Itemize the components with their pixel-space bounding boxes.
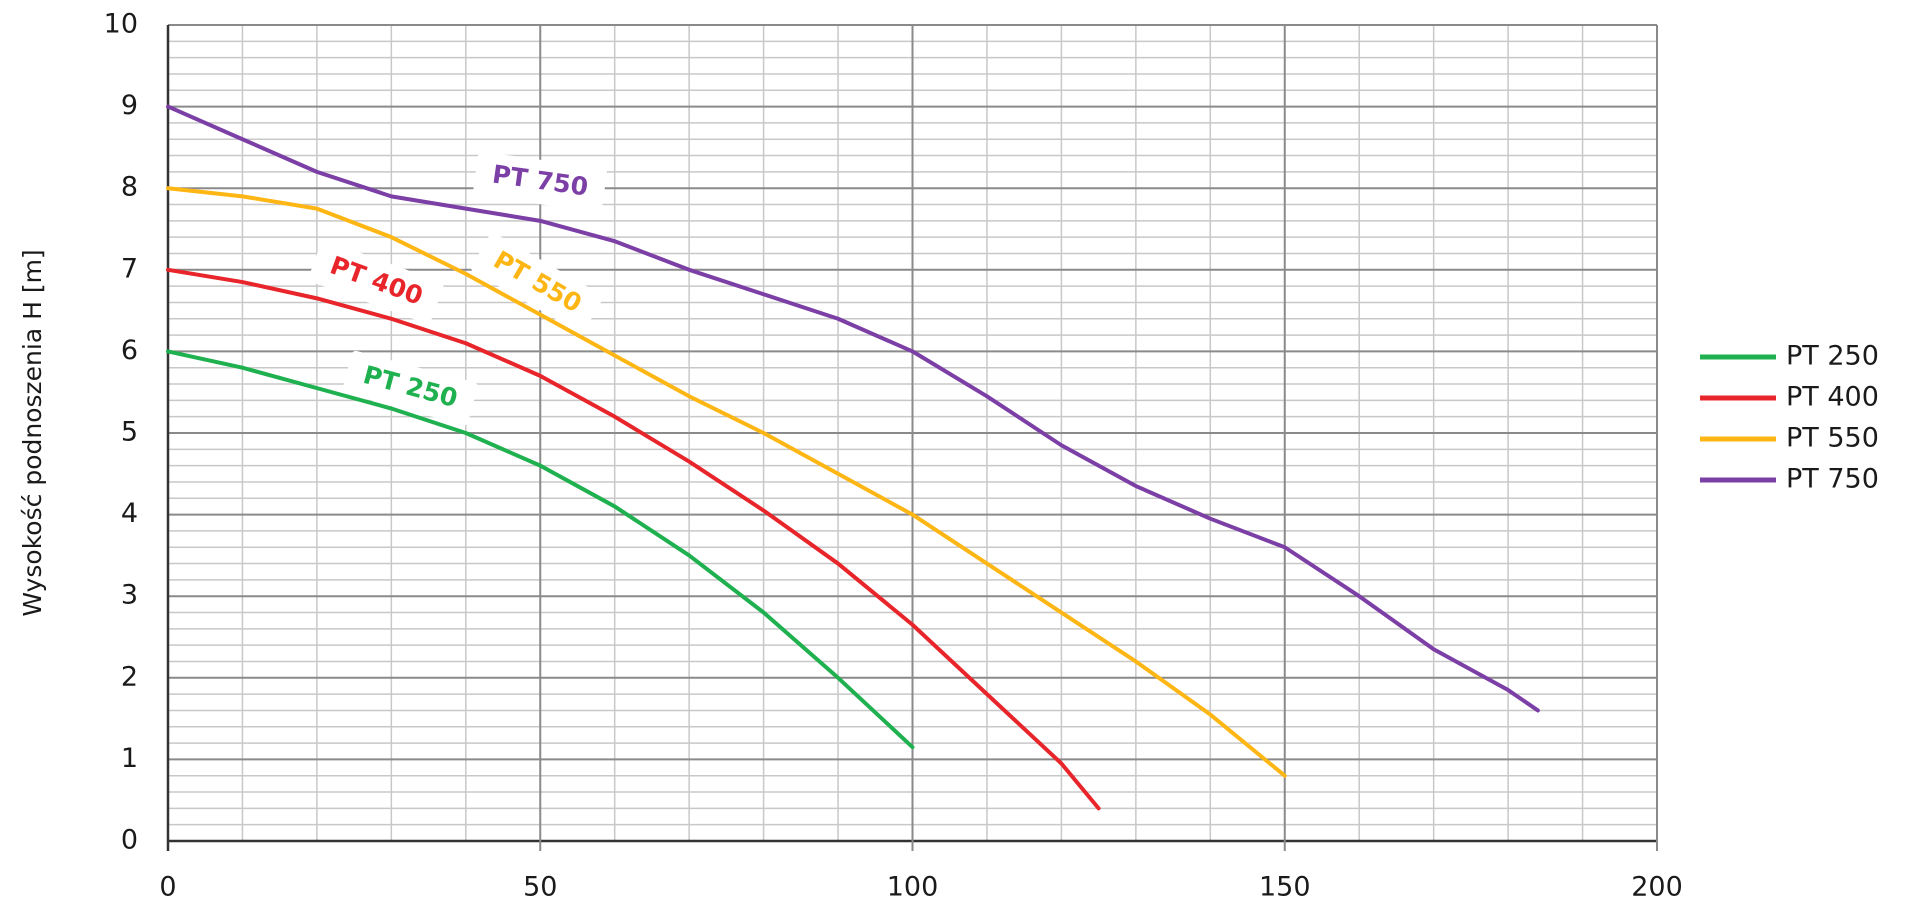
y-tick-label: 3 — [121, 580, 138, 611]
x-tick-label: 200 — [1631, 872, 1683, 903]
curve-label-bg — [473, 151, 607, 213]
legend-label: PT 750 — [1786, 464, 1879, 495]
y-tick-label: 1 — [121, 743, 138, 774]
series-line — [166, 349, 915, 750]
y-tick-label: 10 — [104, 9, 138, 40]
x-tick-label: 0 — [159, 872, 176, 903]
legend-label: PT 400 — [1786, 382, 1879, 413]
x-tick-label: 50 — [523, 872, 557, 903]
legend-label: PT 550 — [1786, 423, 1879, 454]
x-tick-label: 100 — [887, 872, 939, 903]
y-tick-label: 8 — [121, 172, 138, 203]
y-tick-label: 7 — [121, 253, 138, 284]
y-tick-label: 5 — [121, 417, 138, 448]
grid — [166, 24, 1658, 851]
series-line — [166, 267, 1101, 811]
plot — [166, 104, 1540, 811]
curve-label-bg — [342, 350, 478, 426]
legend-label: PT 250 — [1786, 341, 1879, 372]
y-tick-label: 4 — [121, 498, 138, 529]
curve-label-bg — [471, 232, 603, 334]
x-tick-label: 150 — [1259, 872, 1311, 903]
y-tick-label: 0 — [121, 825, 138, 856]
series-line — [166, 104, 1540, 713]
curve-label-group: PT 750 — [473, 151, 607, 213]
curve-label-bg — [308, 240, 444, 324]
y-tick-label: 9 — [121, 90, 138, 121]
y-tick-label: 2 — [121, 661, 138, 692]
series-line — [166, 186, 1287, 778]
y-axis-title: Wysokość podnoszenia H [m] — [18, 249, 47, 616]
y-tick-label: 6 — [121, 335, 138, 366]
